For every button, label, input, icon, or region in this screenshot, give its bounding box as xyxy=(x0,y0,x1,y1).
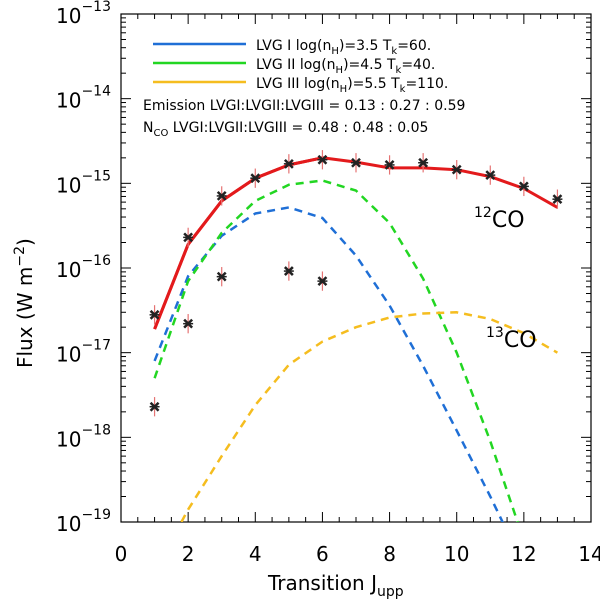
y-tick-label: 10−19 xyxy=(56,507,111,536)
x-tick-label: 0 xyxy=(115,542,128,566)
data-point-12co xyxy=(451,164,462,175)
x-tick-label: 4 xyxy=(249,542,262,566)
y-tick-label: 10−17 xyxy=(56,338,111,367)
legend-entry-lvg2: LVG II log(nH)=4.5 Tk=40. xyxy=(256,57,435,76)
data-point-12co xyxy=(552,194,563,205)
y-axis-title: Flux (W m−2) xyxy=(12,238,37,368)
data-point-12co xyxy=(418,157,429,168)
series-line-13co-total xyxy=(153,156,323,330)
label-13co: 13CO xyxy=(486,325,537,353)
y-tick-label: 10−16 xyxy=(56,253,111,282)
data-point-12co xyxy=(283,158,294,169)
data-point-13co xyxy=(317,276,328,286)
y-tick-label: 10−14 xyxy=(56,84,111,113)
axis-ticks xyxy=(120,13,592,523)
legend-entry-lvg3: LVG III log(nH)=5.5 Tk=110. xyxy=(256,76,448,95)
data-point-13co xyxy=(183,318,194,329)
data-point-12co xyxy=(317,154,328,165)
legend-entry-lvg1: LVG I log(nH)=3.5 Tk=60. xyxy=(256,38,431,57)
data-point-13co xyxy=(216,271,227,282)
label-12co: 12CO xyxy=(474,205,525,233)
data-point-12co xyxy=(518,181,529,192)
emission-ratio-annotation: Emission LVGI:LVGII:LVGIII = 0.13 : 0.27… xyxy=(143,98,465,114)
data-point-13co xyxy=(149,401,160,412)
x-tick-label: 6 xyxy=(316,542,329,566)
nco-ratio-annotation: NCO LVGI:LVGII:LVGIII = 0.48 : 0.48 : 0.… xyxy=(143,120,428,139)
x-tick-label: 10 xyxy=(444,542,469,566)
x-tick-label: 12 xyxy=(511,542,536,566)
data-point-13co xyxy=(283,266,294,276)
data-point-12co xyxy=(351,157,361,168)
series-line-12co-lvg-iii xyxy=(180,311,559,522)
y-tick-label: 10−15 xyxy=(56,168,111,197)
y-tick-label: 10−13 xyxy=(56,0,111,28)
data-point-12co xyxy=(183,232,194,243)
data-point-12co xyxy=(485,170,496,181)
x-tick-label: 2 xyxy=(182,542,195,566)
data-point-12co xyxy=(384,160,395,170)
series-line-12co-lvg-i xyxy=(153,206,504,522)
y-tick-label: 10−18 xyxy=(56,422,111,451)
x-tick-label: 14 xyxy=(578,542,600,566)
data-point-12co xyxy=(149,309,160,320)
x-tick-labels: 0 2 4 6 8 10 12 14 xyxy=(115,542,600,566)
y-tick-labels: 10−19 10−18 10−17 10−16 10−15 10−14 10−13 xyxy=(56,0,111,536)
data-point-12co xyxy=(216,191,227,201)
observations-layer xyxy=(149,150,563,417)
x-axis-title-sub: upp xyxy=(377,584,404,600)
legend: LVG I log(nH)=3.5 Tk=60. LVG II log(nH)=… xyxy=(153,38,448,95)
x-axis-title: Transition Jupp xyxy=(267,571,404,600)
series-line-12co-lvg-ii xyxy=(153,179,519,522)
data-point-12co xyxy=(250,173,261,184)
x-tick-label: 8 xyxy=(383,542,396,566)
